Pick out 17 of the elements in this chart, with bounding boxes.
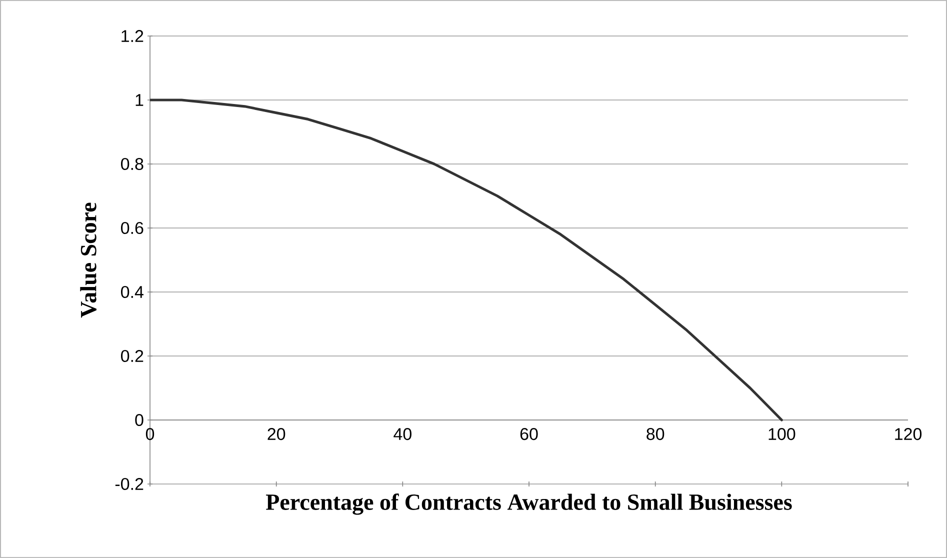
x-tick-label: 0 [146, 428, 154, 440]
y-tick-label: 0.4 [120, 286, 144, 298]
y-tick-label: 1.2 [122, 30, 144, 42]
y-tick-label: -0.2 [115, 478, 144, 490]
y-tick-label: 0 [135, 414, 144, 426]
y-tick-label: 0.2 [120, 350, 144, 362]
x-tick-label: 40 [394, 428, 412, 440]
x-tick-label: 80 [646, 428, 664, 440]
y-axis-title: Value Score [80, 202, 96, 318]
x-tick-label: 100 [768, 428, 796, 440]
x-axis-title: Percentage of Contracts Awarded to Small Businesses [266, 494, 792, 515]
x-tick-label: 120 [895, 428, 922, 440]
x-tick-label: 60 [520, 428, 538, 440]
y-tick-label: 0.8 [120, 158, 144, 170]
y-tick-label: 0.6 [120, 222, 144, 234]
y-tick-label: 1 [136, 94, 144, 106]
x-tick-label: 20 [268, 428, 286, 440]
